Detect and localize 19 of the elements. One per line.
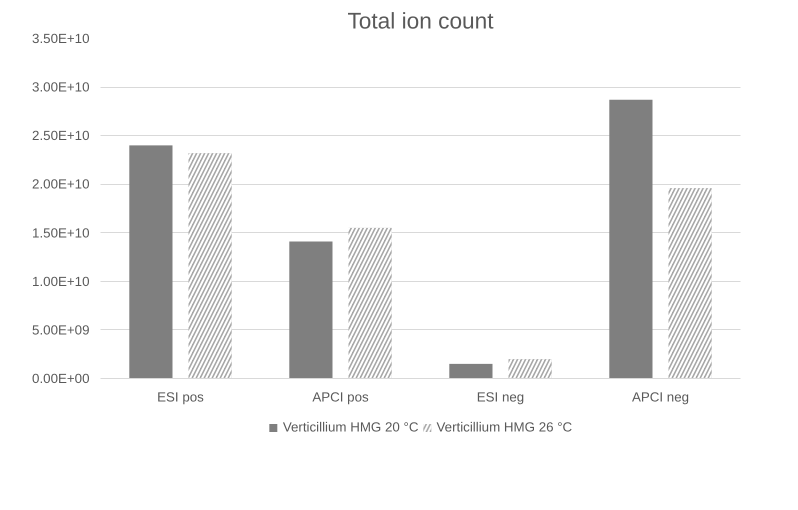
y-tick-label: 3.50E+10 (32, 31, 90, 46)
x-tick-label: ESI neg (476, 390, 524, 404)
legend-label: Verticillium HMG 26 °C (436, 420, 572, 434)
y-tick-label: 1.00E+10 (32, 274, 90, 289)
x-tick-label: APCI pos (312, 390, 369, 404)
y-tick-label: 1.50E+10 (32, 225, 90, 240)
y-tick-label: 2.00E+10 (32, 176, 90, 192)
chart-title: Total ion count (347, 8, 494, 34)
x-tick-label: ESI pos (157, 390, 204, 404)
y-tick-label: 3.00E+10 (32, 80, 90, 95)
y-tick-label: 2.50E+10 (32, 128, 90, 144)
bar (129, 145, 172, 378)
y-tick-label: 5.00E+09 (32, 322, 90, 338)
bar (449, 364, 492, 378)
y-tick-label: 0.00E+00 (32, 371, 90, 386)
bar (609, 100, 652, 378)
x-tick-label: APCI neg (632, 390, 690, 404)
bar (289, 242, 332, 378)
legend-label: Verticillium HMG 20 °C (282, 420, 418, 434)
